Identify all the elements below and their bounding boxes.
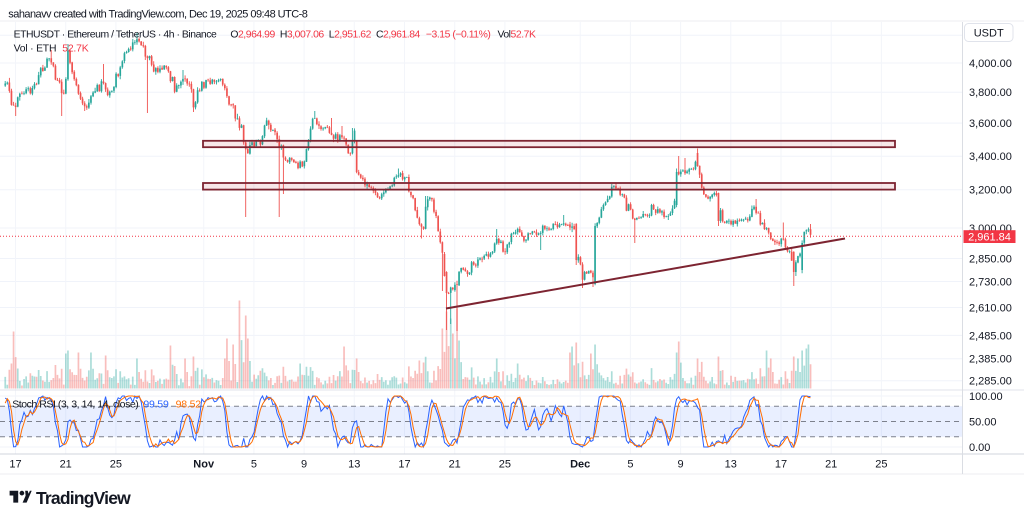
- svg-text:0.00: 0.00: [969, 442, 990, 454]
- svg-text:17: 17: [398, 459, 410, 471]
- svg-text:5: 5: [627, 459, 633, 471]
- svg-text:25: 25: [875, 459, 887, 471]
- svg-text:3,200.00: 3,200.00: [969, 185, 1012, 197]
- svg-text:5: 5: [251, 459, 257, 471]
- svg-text:13: 13: [725, 459, 737, 471]
- svg-text:9: 9: [678, 459, 684, 471]
- svg-text:13: 13: [348, 459, 360, 471]
- svg-text:3,600.00: 3,600.00: [969, 118, 1012, 130]
- svg-text:sahanavv created with TradingV: sahanavv created with TradingView.com, D…: [8, 9, 307, 21]
- svg-text:21: 21: [60, 459, 72, 471]
- svg-text:17: 17: [775, 459, 787, 471]
- svg-text:TradingView: TradingView: [36, 488, 131, 508]
- svg-text:4,000.00: 4,000.00: [969, 58, 1012, 70]
- svg-text:3,400.00: 3,400.00: [969, 151, 1012, 163]
- svg-text:2,285.00: 2,285.00: [969, 376, 1012, 388]
- svg-text:3,800.00: 3,800.00: [969, 87, 1012, 99]
- svg-text:25: 25: [499, 459, 511, 471]
- svg-text:100.00: 100.00: [969, 391, 1003, 403]
- svg-text:ETHUSDT · Ethereum / TetherUS: ETHUSDT · Ethereum / TetherUS · 4h · Bin…: [14, 29, 536, 40]
- svg-text:17: 17: [9, 459, 21, 471]
- svg-text:2,730.00: 2,730.00: [969, 276, 1012, 288]
- svg-text:25: 25: [110, 459, 122, 471]
- svg-text:2,610.00: 2,610.00: [969, 302, 1012, 314]
- svg-text:2,850.00: 2,850.00: [969, 253, 1012, 265]
- svg-text:21: 21: [449, 459, 461, 471]
- svg-text:50.00: 50.00: [969, 416, 997, 428]
- svg-text:21: 21: [825, 459, 837, 471]
- svg-text:Stoch RSI (3, 3, 14, 14, close: Stoch RSI (3, 3, 14, 14, close) 99.59 98.5…: [12, 399, 201, 411]
- svg-text:Dec: Dec: [570, 459, 590, 471]
- svg-text:2,961.84: 2,961.84: [968, 232, 1011, 244]
- svg-text:USDT: USDT: [974, 27, 1004, 39]
- svg-text:2,485.00: 2,485.00: [969, 330, 1012, 342]
- svg-text:9: 9: [301, 459, 307, 471]
- svg-text:Nov: Nov: [193, 459, 215, 471]
- svg-text:2,385.00: 2,385.00: [969, 354, 1012, 366]
